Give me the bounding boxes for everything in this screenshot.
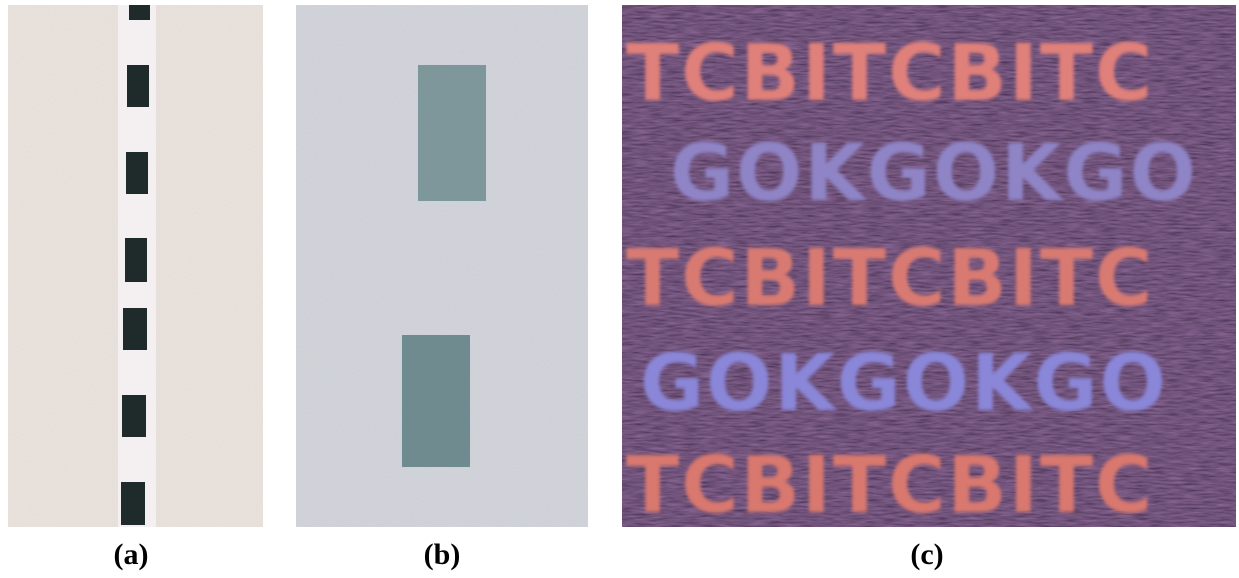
microprint-row: TCBITCBITC [626,234,1154,324]
panel-a [8,5,263,527]
caption: (a) [114,538,149,571]
panel-c: TCBITCBITC GOKGOKGO TCBITCBITC GOKGOKGO … [622,5,1236,531]
caption: (c) [910,538,943,571]
microprint-row: GOKGOKGO [670,129,1198,219]
caption: (b) [424,538,461,571]
window-patch [402,335,470,467]
microprint-row: TCBITCBITC [626,441,1154,531]
window-patch [418,65,486,201]
panel-b [296,5,588,527]
microprint: TCBITCBITC GOKGOKGO TCBITCBITC GOKGOKGO … [626,29,1198,531]
figure: TCBITCBITC GOKGOKGO TCBITCBITC GOKGOKGO … [0,0,1239,578]
microprint-row: TCBITCBITC [626,29,1154,119]
microprint-row: GOKGOKGO [640,339,1168,429]
